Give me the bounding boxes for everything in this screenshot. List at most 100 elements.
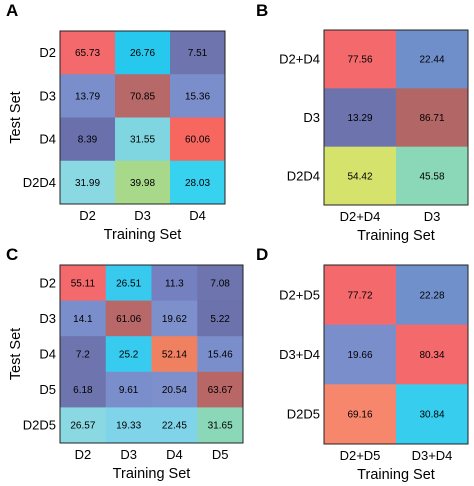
heatmap-cell [115,117,171,162]
heatmap-cell [60,371,107,408]
heatmap-cell [151,407,198,444]
heatmap-cell [151,336,198,373]
cell-value-label: 60.06 [185,135,210,146]
panel-label: B [256,1,268,20]
cell-value-label: 9.61 [119,385,139,396]
cell-value-label: 26.51 [116,278,141,289]
heatmap-frame [323,264,469,445]
cell-value-label: 5.22 [210,314,230,325]
cell-value-label: 55.11 [71,278,96,289]
heatmap-cell [197,300,244,337]
x-tick-label: D4 [189,208,206,223]
heatmap-cell [396,30,469,89]
heatmap-cell [396,324,469,385]
y-tick-label: D4 [39,347,56,362]
cell-value-label: 7.51 [188,48,208,59]
heatmap-cell [324,384,397,445]
cell-value-label: 65.73 [75,48,100,59]
heatmap-cell [324,146,397,206]
heatmap-cell [197,265,244,302]
y-tick-label: D2+D4 [279,52,320,67]
cell-value-label: 7.2 [76,350,90,361]
x-tick-label: D3 [120,447,137,462]
cell-value-label: 61.06 [116,314,141,325]
cell-value-label: 13.29 [347,113,372,124]
cell-value-label: 7.08 [210,278,230,289]
cell-value-label: 54.42 [347,171,372,182]
cell-value-label: 31.99 [75,178,100,189]
x-axis-title: Training Set [357,467,435,483]
cell-value-label: 28.03 [185,178,210,189]
cell-value-label: 11.3 [165,278,184,289]
y-tick-label: D2D4 [23,175,56,190]
y-tick-label: D4 [39,132,56,147]
y-tick-label: D2D5 [23,418,56,433]
panel-label: A [6,1,18,20]
panel-label: C [6,245,18,264]
heatmap-cell [115,160,171,205]
cell-value-label: 69.16 [347,410,372,421]
cell-value-label: 86.71 [419,113,444,124]
y-tick-label: D3+D4 [279,347,320,362]
heatmap-cell [60,74,116,118]
heatmap-cell [115,74,171,118]
y-tick-label: D3 [303,110,320,125]
cell-value-label: 31.65 [208,421,233,432]
cell-value-label: 19.66 [347,350,372,361]
heatmap-cell [197,336,244,373]
cell-value-label: 22.45 [162,421,187,432]
x-tick-label: D2 [75,447,92,462]
x-tick-label: D4 [166,447,183,462]
heatmap-cell [60,407,107,444]
heatmap-cell [60,336,107,373]
heatmap-cell [170,160,226,205]
cell-value-label: 30.84 [419,410,444,421]
heatmap-cell [60,265,107,302]
heatmap-cell [324,30,397,89]
y-axis-title: Test Set [8,91,24,143]
heatmap-cell [197,371,244,408]
heatmap-frame [59,30,226,205]
x-tick-label: D5 [212,447,229,462]
y-tick-label: D2 [39,45,56,60]
heatmap-cell [60,31,116,75]
panel-label: D [256,245,268,264]
x-tick-label: D2+D4 [340,209,381,224]
y-tick-label: D2D4 [287,168,320,183]
cell-value-label: 19.33 [116,421,141,432]
heatmap-cell [170,117,226,162]
heatmap-cell [105,336,152,373]
heatmap-cell [396,146,469,206]
cell-value-label: 13.79 [75,91,100,102]
cell-value-label: 26.76 [130,48,155,59]
heatmap-cell [396,265,469,326]
heatmap-cell [105,407,152,444]
cell-value-label: 70.85 [130,91,155,102]
y-tick-label: D2D5 [287,407,320,422]
x-tick-label: D3 [134,208,151,223]
y-tick-label: D3 [39,311,56,326]
heatmap-cell [60,160,116,205]
heatmap-cell [396,88,469,148]
cell-value-label: 52.14 [162,350,187,361]
cell-value-label: 22.44 [419,55,444,66]
heatmap-cell [115,31,171,75]
x-tick-label: D3+D4 [412,448,453,463]
heatmap-cell [197,407,244,444]
cell-value-label: 19.62 [162,314,187,325]
heatmap-cell [151,265,198,302]
y-tick-label: D2 [39,275,56,290]
heatmap-cell [60,300,107,337]
cell-value-label: 77.72 [347,290,372,301]
heatmap-cell [105,300,152,337]
cell-value-label: 6.18 [73,385,93,396]
x-axis-title: Training Set [357,228,435,244]
heatmap-frame [323,29,469,206]
cell-value-label: 14.1 [73,314,93,325]
heatmap-cell [324,324,397,385]
heatmap-cell [151,300,198,337]
cell-value-label: 39.98 [130,178,155,189]
heatmap-cell [170,74,226,118]
heatmap-cell [105,371,152,408]
